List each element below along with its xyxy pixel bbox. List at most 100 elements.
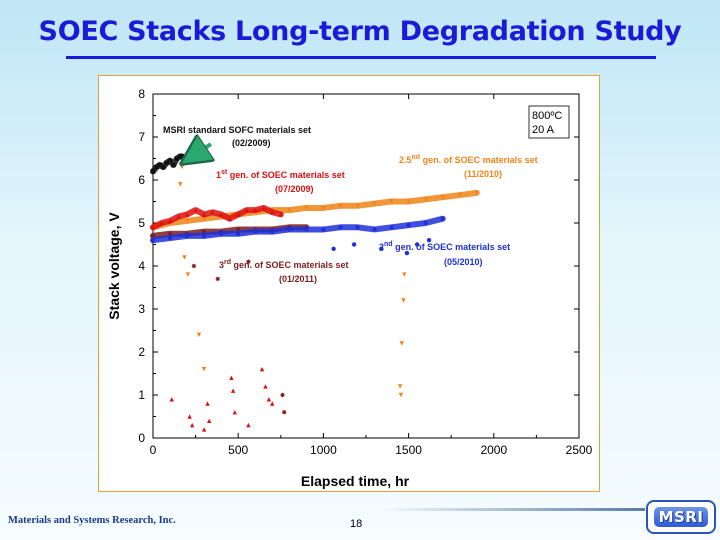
series-band — [150, 204, 284, 231]
page-number: 18 — [350, 518, 363, 530]
series-date-2nd-gen: (05/2010) — [444, 257, 483, 267]
data-point — [201, 216, 207, 221]
x-tick-label: 0 — [150, 443, 157, 457]
series-label-2-5-gen: 2.5nd gen. of SOEC materials set — [399, 154, 538, 165]
data-point — [184, 212, 190, 217]
data-point — [372, 201, 377, 206]
series-group — [150, 153, 185, 175]
data-point — [338, 203, 343, 208]
series-group — [150, 204, 284, 432]
data-point — [218, 231, 224, 236]
data-point — [389, 199, 394, 204]
drop-point — [229, 375, 234, 380]
msri-logo: MSRI — [646, 500, 716, 534]
data-point — [159, 220, 164, 226]
y-axis-label: Stack voltage, V — [106, 212, 122, 320]
data-point — [167, 235, 173, 241]
data-point — [253, 207, 258, 213]
x-axis-label: Elapsed time, hr — [301, 473, 410, 489]
y-tick-label: 7 — [138, 130, 145, 144]
drop-point — [282, 410, 287, 415]
conditions-current: 20 A — [532, 124, 555, 136]
x-tick-label: 500 — [228, 443, 248, 457]
conditions-temperature: 800ºC — [532, 110, 562, 122]
drop-point — [397, 384, 403, 389]
series-group — [150, 224, 310, 415]
drop-point — [179, 164, 185, 170]
drop-point — [215, 276, 220, 282]
drop-point — [207, 418, 212, 423]
drop-point — [169, 397, 174, 402]
drop-point — [232, 410, 237, 415]
plot-area — [152, 93, 580, 439]
drop-point — [399, 341, 404, 346]
y-tick-label: 5 — [138, 216, 145, 230]
data-point — [270, 229, 275, 234]
drop-point — [426, 238, 432, 243]
y-tick-label: 3 — [138, 302, 145, 316]
drop-point — [270, 401, 275, 406]
series-label-msri-standard: MSRI standard SOFC materials set — [163, 125, 311, 135]
drop-point — [379, 246, 384, 251]
drop-point — [263, 384, 268, 389]
data-point — [355, 225, 360, 230]
drop-point — [196, 332, 202, 337]
data-point — [150, 225, 156, 230]
data-point — [440, 216, 445, 221]
data-point — [406, 199, 411, 204]
drop-point — [201, 367, 207, 372]
drop-point — [331, 246, 336, 251]
data-point — [150, 233, 156, 239]
drop-point — [189, 422, 195, 428]
drop-point — [280, 392, 285, 398]
data-point — [406, 222, 411, 228]
chart-frame: 0 500 1000 1500 2000 2500 0 1 2 3 4 5 6 7 8 Elapsed ti… — [98, 75, 600, 492]
data-point — [164, 160, 169, 165]
drop-point — [205, 401, 210, 406]
conditions-box — [528, 105, 570, 139]
data-point — [355, 203, 360, 208]
series-date-msri-standard: (02/2009) — [232, 138, 271, 148]
slide-title: SOEC Stacks Long-term Degradation Study — [38, 16, 682, 47]
data-point — [423, 197, 428, 202]
data-point — [304, 227, 309, 232]
drop-point — [191, 263, 197, 269]
data-point — [321, 205, 326, 211]
series-label-1st-gen: 1st gen. of SOEC materials set — [216, 169, 345, 180]
series-label-2nd-gen: 2nd gen. of SOEC materials set — [379, 241, 510, 252]
data-point — [210, 210, 215, 215]
data-point — [218, 212, 224, 217]
data-point — [227, 216, 232, 221]
x-tick-label: 1500 — [395, 443, 422, 457]
data-point — [167, 231, 173, 236]
x-tick-label: 2000 — [480, 443, 507, 457]
drop-point — [246, 259, 251, 264]
data-point — [236, 231, 241, 236]
data-point — [287, 207, 292, 213]
title-underline — [66, 56, 656, 59]
data-point — [287, 227, 292, 232]
data-point — [440, 195, 445, 200]
data-point — [304, 205, 309, 211]
drop-point — [185, 272, 191, 277]
data-point — [150, 169, 156, 174]
drop-point — [351, 242, 357, 247]
annotation-arrow — [193, 144, 211, 156]
data-point — [193, 207, 198, 213]
footer-divider — [380, 508, 645, 511]
data-point — [261, 205, 266, 211]
series-date-1st-gen: (07/2009) — [275, 184, 314, 194]
data-point — [389, 225, 394, 230]
drop-point — [178, 182, 183, 187]
drop-point — [404, 250, 410, 256]
data-point — [167, 158, 173, 163]
data-point — [184, 218, 190, 224]
y-tick-label: 4 — [138, 259, 145, 273]
y-tick-label: 8 — [138, 87, 145, 101]
series-group — [150, 215, 446, 256]
data-point — [171, 162, 176, 168]
data-point — [201, 229, 207, 234]
data-point — [253, 229, 258, 234]
data-point — [167, 218, 173, 224]
data-point — [150, 238, 156, 243]
